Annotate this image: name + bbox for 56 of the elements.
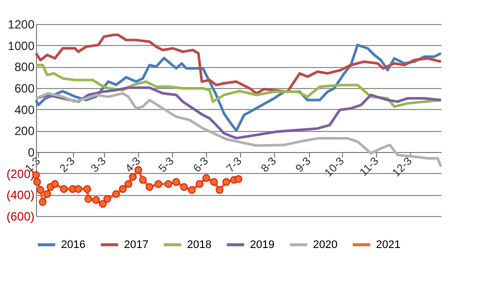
x-tick-label: 8-3 [259, 155, 279, 175]
point [51, 180, 59, 188]
line-series [34, 64, 442, 108]
legend-label: 2018 [187, 238, 212, 251]
x-tick-label: 11-3 [358, 155, 382, 179]
y-tick-label: 1200 [8, 18, 35, 32]
point [74, 185, 82, 193]
y-tick-label: 600 [14, 82, 35, 96]
point [138, 176, 147, 184]
legend-label: 2021 [376, 238, 400, 251]
y-tick-label: 0 [28, 146, 35, 160]
point [103, 195, 112, 203]
point [222, 178, 230, 186]
point [118, 185, 127, 193]
point [33, 178, 41, 186]
y-tick-label: (600) [6, 210, 34, 224]
point [180, 183, 188, 191]
y-tick-label: 400 [14, 102, 35, 117]
point [188, 186, 196, 194]
x-tick-label: 3-3 [88, 155, 109, 175]
point [164, 180, 172, 188]
point [38, 198, 47, 206]
point [43, 190, 51, 198]
point [172, 178, 180, 186]
y-tick-label: 800 [14, 60, 35, 74]
legend-label: 2020 [313, 238, 338, 251]
legend-label: 2019 [250, 238, 274, 251]
point [128, 173, 137, 181]
point [154, 180, 162, 188]
line-series [34, 86, 442, 140]
point [83, 185, 92, 193]
point [202, 174, 210, 182]
x-tick-label: 7-3 [224, 155, 244, 175]
point [146, 183, 154, 191]
point [210, 178, 218, 186]
point [124, 180, 132, 188]
point [60, 185, 68, 193]
legend-label: 2017 [124, 238, 148, 251]
x-tick-label: 2-3 [58, 155, 78, 175]
line-series [34, 34, 442, 95]
point [36, 186, 44, 194]
x-tick-label: 6-3 [191, 155, 211, 175]
point [112, 190, 120, 198]
point [196, 180, 204, 188]
x-tick-label: 5-3 [156, 155, 176, 175]
point [84, 195, 92, 203]
x-tick-label: 4-3 [123, 155, 144, 175]
point [234, 175, 242, 183]
point [216, 186, 224, 194]
point [92, 196, 100, 204]
x-tick-label: 9-3 [294, 155, 314, 175]
y-tick-label: 200 [14, 124, 35, 138]
point [98, 200, 107, 208]
y-tick-label: 1000 [8, 38, 35, 53]
legend-label: 2016 [61, 238, 86, 251]
y-tick-label: (400) [6, 188, 34, 202]
